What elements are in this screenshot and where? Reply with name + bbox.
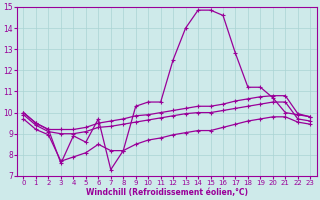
X-axis label: Windchill (Refroidissement éolien,°C): Windchill (Refroidissement éolien,°C) (86, 188, 248, 197)
